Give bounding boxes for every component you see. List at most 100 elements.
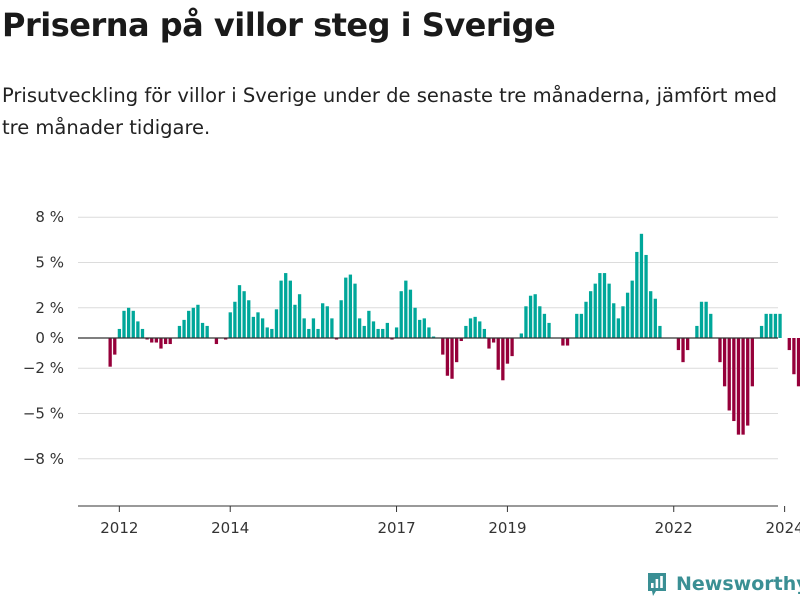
bar bbox=[334, 338, 339, 340]
bar bbox=[394, 327, 399, 338]
bar bbox=[191, 307, 195, 338]
bar bbox=[644, 254, 648, 338]
bar bbox=[561, 338, 565, 346]
bar bbox=[177, 325, 182, 338]
bar bbox=[265, 327, 269, 338]
bar bbox=[348, 274, 353, 338]
bar bbox=[579, 313, 584, 338]
y-tick-label: −5 % bbox=[23, 405, 64, 423]
page-subtitle: Prisutveckling för villor i Sverige unde… bbox=[2, 84, 778, 139]
bar bbox=[630, 280, 634, 338]
bar bbox=[108, 338, 112, 367]
x-axis-ticks: 2012 2014 2017 2019 2022 2024 bbox=[100, 506, 800, 537]
bar bbox=[316, 328, 320, 338]
bar bbox=[168, 338, 172, 345]
bar bbox=[455, 338, 459, 363]
bar bbox=[163, 338, 168, 345]
bar bbox=[431, 336, 436, 338]
bar bbox=[612, 303, 616, 338]
bar bbox=[505, 338, 510, 364]
bar bbox=[367, 310, 371, 338]
bar bbox=[621, 306, 625, 338]
y-tick-label: −2 % bbox=[23, 359, 64, 377]
bar bbox=[247, 300, 251, 338]
bar bbox=[418, 319, 422, 338]
bar bbox=[501, 338, 505, 381]
bar bbox=[524, 306, 528, 338]
bar bbox=[260, 318, 265, 338]
bar bbox=[588, 291, 593, 338]
bar bbox=[496, 338, 500, 370]
bar bbox=[565, 338, 570, 346]
bar bbox=[473, 316, 477, 338]
y-tick-label: −8 % bbox=[23, 450, 64, 468]
bar bbox=[625, 292, 630, 338]
bar bbox=[371, 321, 376, 338]
bar bbox=[242, 291, 246, 338]
bar bbox=[750, 338, 754, 387]
bar bbox=[482, 328, 487, 338]
bar bbox=[136, 321, 140, 338]
x-tick-label: 2014 bbox=[211, 519, 249, 537]
bar bbox=[311, 318, 316, 338]
bar bbox=[547, 322, 551, 338]
bar bbox=[487, 338, 491, 349]
bar bbox=[117, 328, 122, 338]
bar bbox=[182, 319, 186, 338]
y-tick-label: 5 % bbox=[35, 254, 64, 272]
bar bbox=[297, 294, 302, 338]
bar bbox=[344, 277, 348, 338]
bar bbox=[126, 307, 131, 338]
bar bbox=[339, 300, 343, 338]
bar bbox=[399, 291, 403, 338]
bar bbox=[528, 295, 533, 338]
bar bbox=[459, 338, 463, 342]
bar bbox=[270, 328, 274, 338]
bar bbox=[214, 338, 219, 345]
bar bbox=[256, 312, 260, 338]
bar bbox=[353, 283, 357, 338]
bar bbox=[284, 273, 288, 338]
bar bbox=[635, 251, 639, 338]
bar bbox=[699, 301, 704, 338]
x-tick-label: 2017 bbox=[377, 519, 415, 537]
bar bbox=[321, 303, 325, 338]
bar bbox=[385, 322, 389, 338]
bar bbox=[237, 285, 242, 338]
bar bbox=[510, 338, 514, 357]
bar bbox=[187, 310, 191, 338]
y-tick-label: 0 % bbox=[35, 329, 64, 347]
bar bbox=[764, 313, 768, 338]
bar bbox=[224, 338, 228, 340]
bar bbox=[704, 301, 708, 338]
bar bbox=[427, 327, 431, 338]
bar bbox=[796, 338, 800, 387]
bar bbox=[464, 325, 468, 338]
x-tick-label: 2022 bbox=[655, 519, 693, 537]
bars bbox=[108, 233, 800, 435]
bar bbox=[450, 338, 454, 379]
bar bbox=[778, 313, 782, 338]
bar bbox=[307, 328, 311, 338]
bar bbox=[279, 280, 283, 338]
bar bbox=[598, 273, 602, 338]
bar bbox=[658, 325, 662, 338]
bar bbox=[145, 338, 149, 340]
bar bbox=[200, 322, 205, 338]
bar bbox=[441, 338, 445, 355]
newsworthy-logo-icon bbox=[648, 573, 666, 596]
bar bbox=[478, 321, 482, 338]
brand-logo[interactable]: Newsworthy bbox=[646, 570, 800, 598]
bar bbox=[533, 294, 537, 338]
bar bbox=[639, 233, 644, 338]
bar bbox=[390, 338, 394, 340]
bar bbox=[718, 338, 722, 363]
bar bbox=[196, 304, 200, 338]
bar bbox=[491, 338, 496, 343]
bar bbox=[538, 306, 542, 338]
bar bbox=[602, 273, 607, 338]
bar bbox=[274, 309, 279, 338]
bar bbox=[330, 318, 334, 338]
x-tick-label: 2012 bbox=[100, 519, 138, 537]
